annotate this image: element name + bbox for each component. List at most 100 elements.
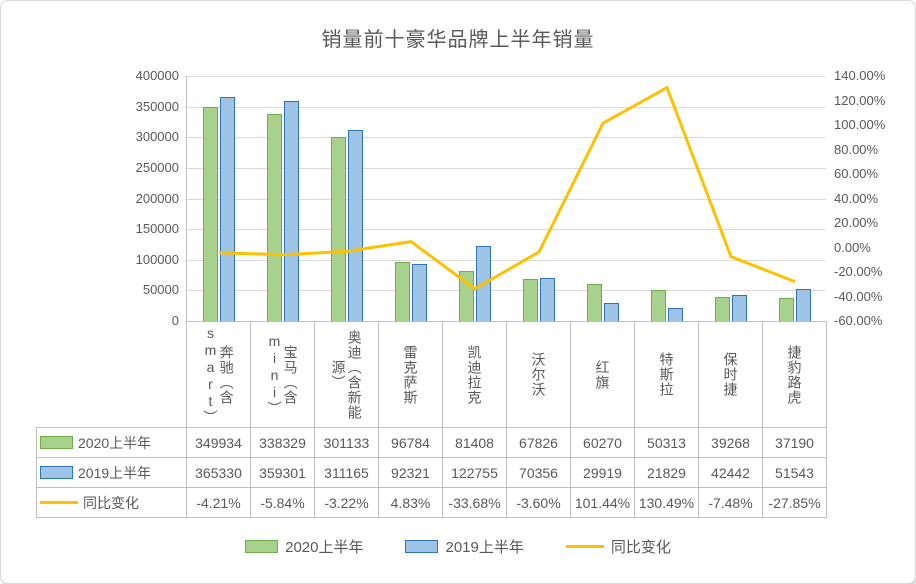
bar-series0-cat5[interactable] [523, 279, 538, 321]
table-cell-s1-c0: 365330 [186, 457, 251, 488]
bar-series0-cat1[interactable] [267, 113, 282, 321]
right-axis-tick-label: 20.00% [834, 215, 879, 230]
legend-item-2019[interactable]: 2019上半年 [405, 536, 524, 557]
table-cell-s0-c8: 39268 [698, 427, 763, 458]
table-cell-s0-c3: 96784 [378, 427, 443, 458]
table-cell-s1-c6: 29919 [570, 457, 635, 488]
right-axis: 140.00% 120.00% 100.00% 80.00% 60.00% 40.00% 2… [834, 68, 914, 328]
left-axis-tick-label: 200000 [135, 190, 179, 206]
table-row-label-1: 2019上半年 [36, 457, 187, 488]
legend-label-yoy: 同比变化 [610, 538, 671, 556]
bar-series1-cat3[interactable] [412, 264, 427, 321]
table-cell-s2-c5: -3.60% [506, 487, 571, 518]
table-cell-s0-c2: 301133 [314, 427, 379, 458]
gridline [187, 137, 826, 139]
left-axis-tick-label: 250000 [135, 159, 179, 175]
category-header-6: 红旗 [570, 321, 635, 428]
right-axis-tick-label: 80.00% [834, 141, 879, 157]
bar-series0-cat2[interactable] [331, 136, 346, 321]
category-header-8: 保时捷 [698, 321, 763, 428]
data-table: 奔驰（含smart） 宝马（含mini） 奥迪（含新能源） 雷克萨斯 凯迪拉克 沃尔沃 红旗… [36, 321, 827, 518]
bar-series1-cat0[interactable] [220, 97, 235, 321]
left-axis-tick-label: 350000 [135, 98, 179, 114]
row-key-swatch-icon [40, 466, 73, 479]
table-cell-s0-c9: 37190 [762, 427, 827, 458]
bar-series1-cat1[interactable] [284, 100, 299, 321]
right-axis-tick-label: 140.00% [834, 68, 886, 83]
table-cell-s1-c7: 21829 [634, 457, 699, 488]
plot-area [186, 76, 826, 321]
legend-label-2019: 2019上半年 [445, 538, 524, 556]
table-cell-s1-c2: 311165 [314, 457, 379, 488]
bar-series0-cat6[interactable] [587, 284, 602, 321]
right-axis-tick-label: -60.00% [834, 313, 883, 328]
legend-item-2020[interactable]: 2020上半年 [245, 536, 363, 557]
left-axis-tick-label: 100000 [135, 251, 179, 267]
right-axis-tick-label: 60.00% [834, 166, 879, 181]
bar-series1-cat5[interactable] [540, 277, 555, 321]
left-axis-tick-label: 50000 [142, 282, 179, 298]
table-cell-s2-c9: -27.85% [762, 487, 827, 518]
line-series-path[interactable] [218, 85, 796, 291]
bar-series0-cat3[interactable] [395, 261, 410, 321]
left-axis: 400000 350000 300000 250000 200000 150000 1000… [1, 68, 179, 328]
category-header-5: 沃尔沃 [506, 321, 571, 428]
right-axis-tick-label: 100.00% [834, 117, 886, 132]
chart-title: 销量前十豪华品牌上半年销量 [321, 29, 595, 51]
table-cell-s0-c6: 60270 [570, 427, 635, 458]
category-header-1: 宝马（含mini） [250, 321, 315, 428]
table-header-row: 奔驰（含smart） 宝马（含mini） 奥迪（含新能源） 雷克萨斯 凯迪拉克 沃尔沃 红旗… [37, 321, 827, 428]
table-cell-s1-c1: 359301 [250, 457, 315, 488]
table-cell-s2-c7: 130.49% [634, 487, 699, 518]
right-axis-tick-label: 0.00% [834, 239, 871, 255]
table-cell-s1-c5: 70356 [506, 457, 571, 488]
table-cell-s2-c4: -33.68% [442, 487, 507, 518]
legend-swatch-2019-icon [405, 539, 439, 553]
left-axis-tick-label: 0 [171, 313, 179, 328]
table-cell-s0-c7: 50313 [634, 427, 699, 458]
bar-series0-cat0[interactable] [203, 106, 218, 321]
left-axis-tick-label: 300000 [135, 129, 179, 145]
gridline [187, 259, 826, 261]
table-row-2: 同比变化 -4.21% -5.84% -3.22% 4.83% -33.68% -3.60%… [36, 487, 827, 518]
left-axis-tick-label: 150000 [135, 221, 179, 237]
table-cell-s2-c8: -7.48% [698, 487, 763, 518]
category-header-2: 奥迪（含新能源） [314, 321, 379, 428]
gridline [187, 229, 826, 231]
right-axis-tick-label: 120.00% [834, 92, 886, 108]
category-header-0: 奔驰（含smart） [186, 321, 251, 428]
line-series [218, 85, 796, 291]
bar-series1-cat6[interactable] [604, 302, 619, 321]
legend-label-2020: 2020上半年 [285, 538, 364, 556]
table-cell-s0-c4: 81408 [442, 427, 507, 458]
row-key-swatch-icon [40, 501, 78, 504]
table-row-0: 2020上半年 349934 338329 301133 96784 81408 67826… [36, 427, 827, 458]
category-header-3: 雷克萨斯 [378, 321, 443, 428]
row-key-label: 2020上半年 [78, 434, 152, 451]
legend: 2020上半年 2019上半年 同比变化 [1, 532, 915, 560]
bar-series0-cat8[interactable] [715, 296, 730, 321]
bar-series1-cat9[interactable] [796, 289, 811, 321]
bar-series0-cat9[interactable] [779, 298, 794, 321]
table-cell-s2-c2: -3.22% [314, 487, 379, 518]
right-axis-tick-label: 40.00% [834, 190, 879, 206]
category-header-4: 凯迪拉克 [442, 321, 507, 428]
table-row-label-2: 同比变化 [36, 487, 187, 518]
legend-item-yoy[interactable]: 同比变化 [565, 536, 671, 557]
table-cell-s2-c3: 4.83% [378, 487, 443, 518]
table-cell-s0-c1: 338329 [250, 427, 315, 458]
bar-series0-cat7[interactable] [651, 290, 666, 321]
right-axis-tick-label: -20.00% [834, 264, 883, 279]
table-cell-s2-c6: 101.44% [570, 487, 635, 518]
table-cell-s0-c5: 67826 [506, 427, 571, 458]
bar-series1-cat8[interactable] [732, 295, 747, 321]
table-row-1: 2019上半年 365330 359301 311165 92321 122755 7035… [36, 457, 827, 488]
table-cell-s1-c9: 51543 [762, 457, 827, 488]
row-key-label: 同比变化 [83, 494, 139, 511]
bar-series1-cat7[interactable] [668, 307, 683, 321]
category-header-9: 捷豹路虎 [762, 321, 827, 428]
table-cell-s1-c8: 42442 [698, 457, 763, 488]
bar-series1-cat2[interactable] [348, 130, 363, 321]
table-cell-s1-c3: 92321 [378, 457, 443, 488]
